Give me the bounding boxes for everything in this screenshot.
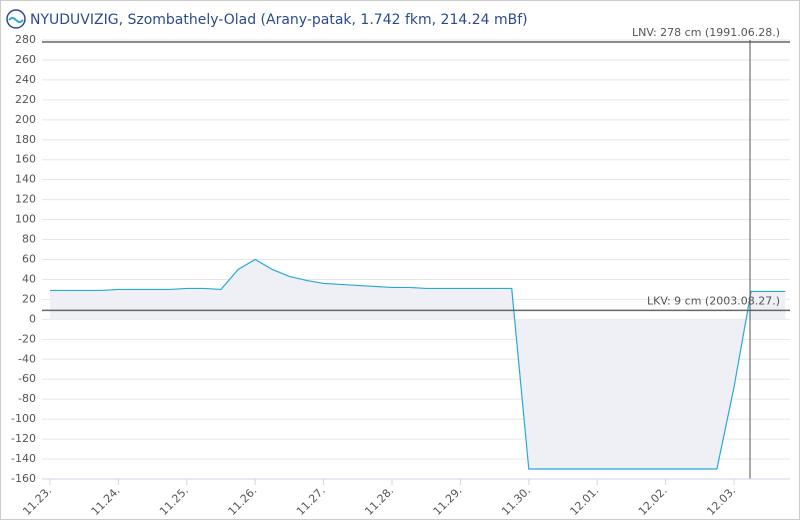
y-tick-label: -120 — [11, 432, 36, 445]
area-fill — [50, 259, 786, 470]
y-tick-label: -20 — [18, 332, 36, 345]
y-tick-label: 20 — [22, 292, 36, 305]
y-tick-label: 220 — [15, 93, 36, 106]
logo — [6, 9, 26, 29]
area-line — [50, 258, 786, 470]
y-tick-label: -40 — [18, 352, 36, 365]
y-tick-label: 260 — [15, 53, 36, 66]
y-tick-label: 160 — [15, 153, 36, 166]
y-tick-label: 100 — [15, 213, 36, 226]
reference-label: LNV: 278 cm (1991.06.28.) — [632, 26, 780, 39]
y-tick-label: -140 — [11, 452, 36, 465]
chart-title: NYUDUVIZIG, Szombathely-Olad (Arany-pata… — [30, 12, 528, 28]
y-tick-label: 280 — [15, 33, 36, 46]
y-tick-label: 40 — [22, 272, 36, 285]
reference-label: LKV: 9 cm (2003.08.27.) — [647, 294, 780, 307]
y-tick-label: 80 — [22, 233, 36, 246]
y-tick-label: 60 — [22, 253, 36, 266]
y-tick-label: -160 — [11, 472, 36, 485]
y-tick-label: 0 — [29, 312, 36, 325]
y-tick-label: -80 — [18, 392, 36, 405]
y-tick-label: 240 — [15, 73, 36, 86]
y-tick-label: -100 — [11, 412, 36, 425]
y-tick-label: -60 — [18, 372, 36, 385]
y-tick-label: 120 — [15, 193, 36, 206]
y-tick-label: 180 — [15, 133, 36, 146]
y-tick-label: 200 — [15, 113, 36, 126]
y-tick-label: 140 — [15, 173, 36, 186]
